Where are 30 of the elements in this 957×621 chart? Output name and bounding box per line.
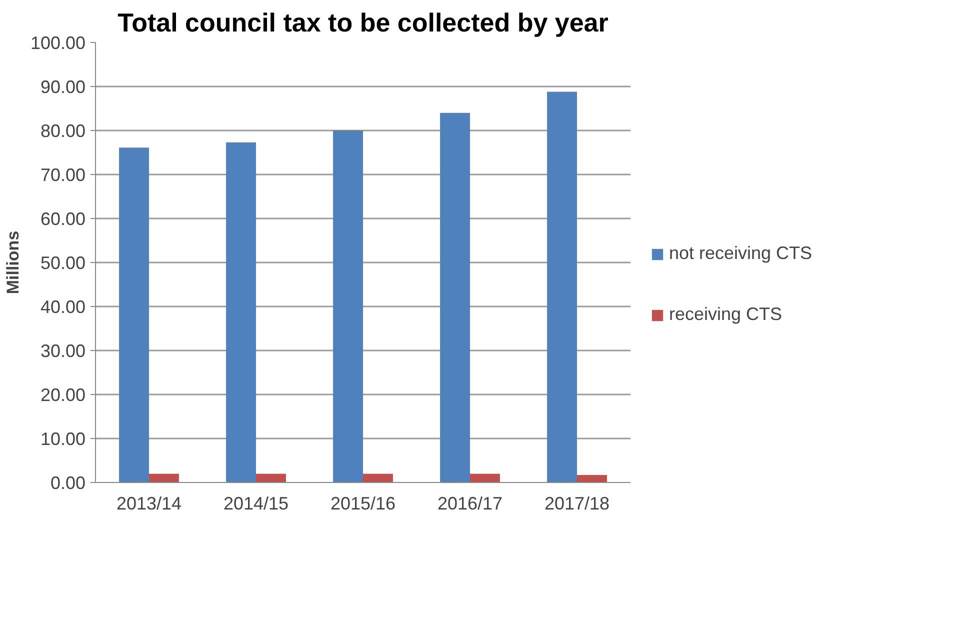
x-tick-label: 2014/15 [223, 494, 289, 514]
bar [256, 474, 286, 482]
chart-title: Total council tax to be collected by year [118, 8, 608, 38]
y-tick-label: 90.00 [40, 77, 86, 97]
bar [149, 474, 179, 482]
x-tick-label: 2015/16 [330, 494, 396, 514]
bar [363, 474, 393, 482]
y-tick-label: 0.00 [50, 473, 86, 493]
x-tick-label: 2016/17 [437, 494, 503, 514]
bar [119, 148, 149, 482]
y-tick-label: 100.00 [30, 33, 86, 53]
y-axis-title: Millions [3, 230, 22, 294]
y-tick-label: 70.00 [40, 165, 86, 185]
y-tick-label: 50.00 [40, 253, 86, 273]
y-tick-label: 80.00 [40, 121, 86, 141]
bar [333, 130, 363, 482]
legend-label: receiving CTS [669, 304, 782, 325]
legend-label: not receiving CTS [669, 243, 812, 264]
bar [440, 112, 470, 482]
bar [226, 142, 256, 482]
bar [470, 474, 500, 482]
y-tick-label: 40.00 [40, 297, 86, 317]
y-tick-label: 30.00 [40, 341, 86, 361]
x-tick-label: 2017/18 [544, 494, 610, 514]
y-tick-label: 60.00 [40, 209, 86, 229]
bar [547, 92, 577, 482]
x-tick-label: 2013/14 [116, 494, 182, 514]
y-tick-label: 20.00 [40, 385, 86, 405]
bar [577, 475, 607, 482]
y-tick-label: 10.00 [40, 429, 86, 449]
